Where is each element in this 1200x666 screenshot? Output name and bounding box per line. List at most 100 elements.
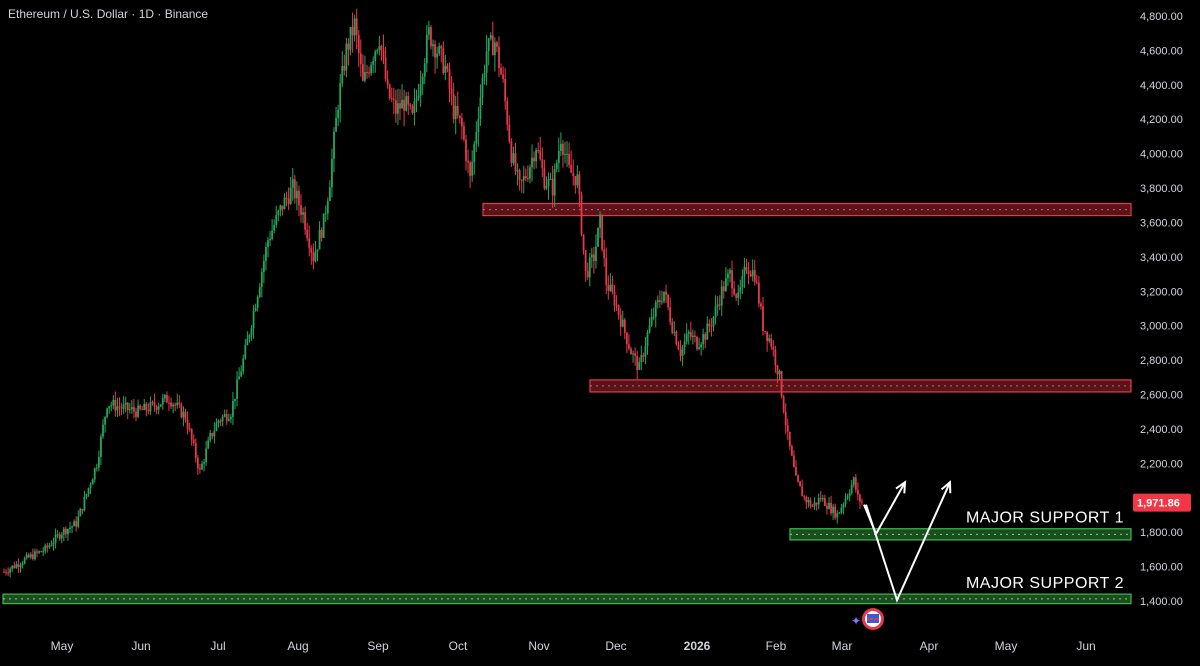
- candle: [799, 480, 802, 487]
- candle: [510, 138, 513, 168]
- time-tick-label: May: [51, 639, 74, 653]
- candle: [850, 480, 853, 495]
- candle: [100, 433, 102, 465]
- candle: [411, 104, 414, 115]
- candle: [832, 503, 835, 520]
- candle: [617, 304, 620, 320]
- candle: [566, 141, 568, 168]
- candle: [456, 91, 459, 119]
- candle: [807, 496, 810, 508]
- price-tick-label: 1,400.00: [1140, 596, 1183, 608]
- projection-arrow-1[interactable]: [863, 481, 906, 537]
- candle: [382, 34, 385, 65]
- candle: [163, 394, 166, 402]
- candle: [506, 97, 509, 131]
- candle: [706, 316, 709, 340]
- candle: [570, 150, 573, 174]
- candle: [347, 38, 350, 66]
- candle: [805, 495, 808, 510]
- candle: [7, 567, 10, 577]
- candle: [331, 148, 333, 198]
- candle: [597, 227, 599, 248]
- candle: [417, 83, 420, 101]
- candle: [188, 422, 191, 432]
- candle: [366, 64, 368, 79]
- candle: [584, 249, 587, 282]
- candle: [223, 409, 226, 418]
- candle: [225, 409, 228, 425]
- candle: [562, 139, 564, 168]
- candle: [797, 474, 799, 483]
- candle: [215, 418, 218, 432]
- candle: [67, 528, 69, 541]
- candle: [151, 400, 154, 406]
- candle: [244, 338, 247, 360]
- candle: [801, 479, 804, 497]
- candle: [780, 370, 783, 399]
- time-tick-label: 2026: [684, 639, 711, 653]
- candle: [844, 493, 847, 508]
- flag-icon[interactable]: ✦: [851, 608, 884, 630]
- candle: [397, 88, 399, 126]
- candle: [493, 37, 496, 72]
- candle: [689, 321, 692, 341]
- candle: [809, 497, 812, 509]
- candle: [691, 329, 694, 345]
- candle: [793, 450, 795, 468]
- candle: [380, 44, 383, 61]
- candle: [747, 261, 750, 285]
- time-tick-label: Jul: [210, 639, 225, 653]
- candle: [29, 552, 32, 560]
- projection-arrow-2[interactable]: [865, 481, 951, 603]
- candle: [574, 175, 577, 194]
- candle: [159, 404, 162, 408]
- last-price-text: 1,971.86: [1137, 498, 1180, 510]
- candle: [601, 214, 604, 252]
- candle: [813, 497, 816, 510]
- candle: [675, 330, 678, 346]
- candle: [293, 175, 296, 204]
- candle: [826, 502, 828, 515]
- candle: [120, 402, 123, 416]
- zones-layer: [2, 202, 1132, 605]
- candle: [34, 548, 36, 561]
- candle: [465, 134, 467, 171]
- last-price-badge: [1133, 493, 1191, 512]
- candle: [322, 213, 325, 239]
- candle: [64, 526, 67, 539]
- candle: [681, 344, 684, 366]
- candle: [537, 142, 540, 154]
- candle: [786, 418, 789, 440]
- candle: [89, 482, 92, 495]
- candle: [632, 350, 634, 363]
- time-axis: May Jun Jul Aug Sep Oct Nov Dec 2026 Feb Mar Apr May…: [51, 639, 1096, 653]
- candle: [386, 70, 389, 89]
- candle: [40, 550, 43, 553]
- candle: [460, 113, 463, 140]
- candle: [766, 331, 769, 352]
- candle: [153, 394, 156, 412]
- candle: [273, 219, 276, 234]
- candle: [219, 418, 222, 427]
- candle: [762, 296, 764, 336]
- candle: [559, 132, 562, 157]
- candle: [557, 137, 560, 173]
- candle: [764, 330, 766, 334]
- candle: [248, 333, 251, 343]
- candle: [357, 29, 360, 68]
- candle: [751, 259, 754, 282]
- candle: [50, 540, 53, 547]
- candle: [516, 163, 519, 186]
- candle: [452, 82, 455, 124]
- candle: [533, 151, 535, 170]
- candle: [840, 503, 843, 515]
- candle: [526, 165, 529, 182]
- candle: [374, 49, 377, 73]
- candle: [834, 503, 837, 520]
- candle: [128, 402, 131, 414]
- candle: [87, 487, 90, 497]
- candle: [545, 176, 548, 191]
- candle: [772, 340, 775, 357]
